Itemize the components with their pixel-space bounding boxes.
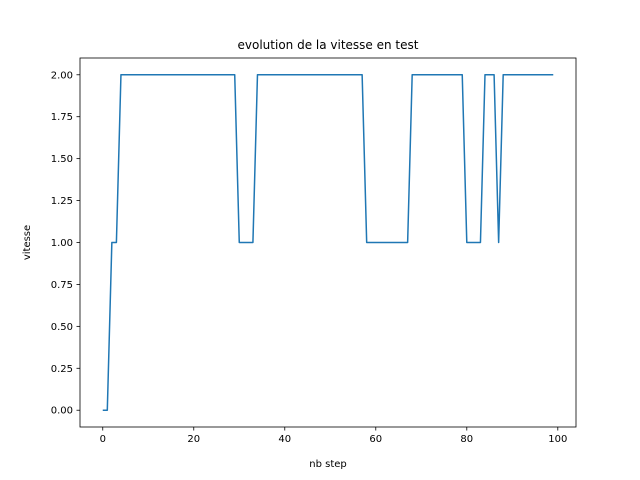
x-tick-label: 0 xyxy=(100,434,106,445)
plot-area xyxy=(102,74,554,411)
y-axis-label: vitesse xyxy=(22,225,33,260)
y-tick-label: 1.00 xyxy=(51,238,73,249)
x-tick-label: 60 xyxy=(369,434,382,445)
x-tick-label: 20 xyxy=(187,434,200,445)
y-axis: 0.00 0.25 0.50 0.75 1.00 1.25 1.50 1.75 2.00 xyxy=(51,70,80,417)
y-tick-label: 1.75 xyxy=(51,112,73,123)
y-tick-label: 0.50 xyxy=(51,322,73,333)
y-tick-label: 1.50 xyxy=(51,154,73,165)
y-tick-label: 0.00 xyxy=(51,406,73,417)
x-axis: 0 20 40 60 80 100 xyxy=(100,427,567,445)
x-tick-label: 100 xyxy=(548,434,567,445)
y-tick-label: 1.25 xyxy=(51,196,73,207)
series-line-0 xyxy=(102,74,554,411)
x-tick-label: 40 xyxy=(278,434,291,445)
y-tick-label: 0.25 xyxy=(51,364,73,375)
chart-title: evolution de la vitesse en test xyxy=(238,38,419,52)
x-axis-label: nb step xyxy=(309,459,347,470)
y-tick-label: 2.00 xyxy=(51,70,73,81)
y-tick-label: 0.75 xyxy=(51,280,73,291)
x-tick-label: 80 xyxy=(460,434,473,445)
